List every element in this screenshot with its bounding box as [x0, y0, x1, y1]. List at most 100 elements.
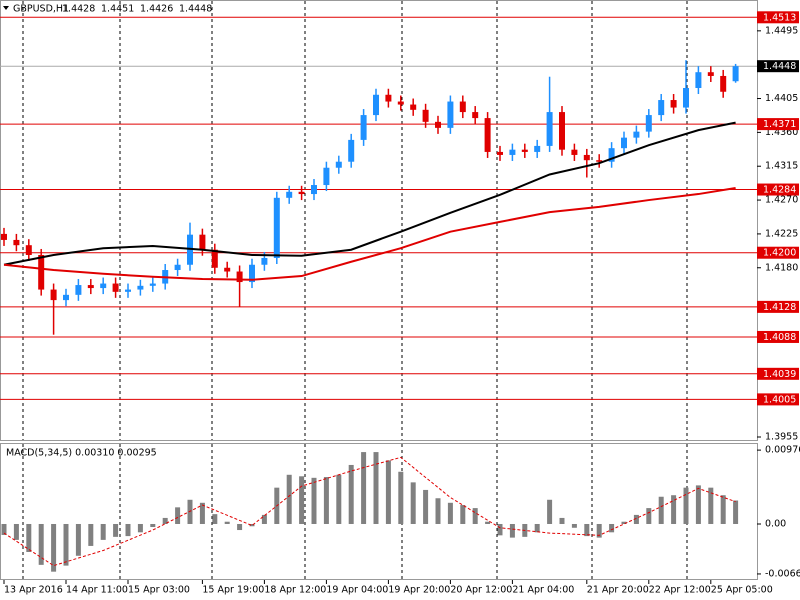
candle-body	[621, 137, 627, 149]
candle-body	[149, 283, 156, 286]
macd-bar	[683, 487, 689, 524]
candle-body	[385, 94, 392, 102]
macd-bar	[373, 452, 379, 524]
candle-body	[125, 289, 131, 292]
candle-body	[335, 161, 342, 168]
candle-body	[497, 151, 503, 155]
candle-body	[596, 160, 603, 162]
macd-bar	[224, 521, 230, 524]
candle-body	[360, 115, 367, 140]
macd-bar	[720, 495, 726, 524]
candle-body	[13, 239, 20, 246]
candle-body	[447, 101, 454, 128]
y-tick-label: 1.4405	[765, 93, 798, 104]
candle-body	[658, 100, 665, 116]
level-label: 1.4284	[763, 185, 796, 196]
candle-body	[559, 112, 565, 150]
candle-body	[683, 88, 689, 108]
candle-body	[670, 100, 677, 108]
y-tick-label: 1.3955	[765, 431, 798, 442]
candle-body	[373, 94, 379, 116]
macd-bar	[100, 523, 106, 540]
macd-bar	[534, 523, 540, 533]
macd-bar	[609, 523, 615, 533]
candle-body	[534, 145, 541, 152]
level-label-box	[757, 11, 799, 24]
macd-bar	[212, 514, 218, 524]
macd-bar	[708, 487, 714, 524]
x-tick-label: 15 Apr 19:00	[202, 585, 264, 596]
header-value: 1.4448	[179, 4, 212, 15]
macd-bar	[38, 523, 44, 565]
macd-bar	[584, 523, 590, 537]
candle-body	[571, 149, 578, 155]
candle-body	[645, 115, 652, 132]
macd-bar	[75, 523, 81, 556]
candle-body	[410, 104, 417, 110]
level-label-box	[757, 118, 799, 131]
level-label: 1.4005	[763, 394, 796, 405]
macd-title: MACD(5,34,5) 0.00310 0.00295	[6, 448, 157, 459]
candle-body	[211, 249, 218, 268]
macd-bar	[125, 523, 131, 537]
candle-body	[298, 191, 305, 195]
candle-body	[422, 109, 429, 122]
candle-body	[87, 285, 94, 289]
macd-bar	[410, 482, 416, 524]
macd-bar	[237, 523, 243, 531]
level-label: 1.4371	[763, 119, 796, 130]
macd-bar	[261, 514, 267, 524]
x-tick-label: 20 Apr 12:00	[450, 585, 512, 596]
level-label-box	[757, 300, 799, 313]
macd-bar	[249, 523, 255, 527]
candle-body	[509, 149, 516, 155]
macd-bar	[695, 485, 701, 524]
macd-bar	[472, 508, 478, 524]
macd-bar	[435, 498, 441, 524]
macd-bar	[385, 460, 391, 524]
level-label: 1.4200	[763, 248, 796, 259]
y-tick-label: 1.4315	[765, 161, 798, 172]
candle-body	[63, 294, 69, 301]
y-tick-label: 0.00	[765, 518, 786, 529]
menu-arrow[interactable]	[3, 6, 9, 10]
candle-body	[236, 271, 243, 283]
candle-body	[1, 233, 7, 240]
macd-panel-frame	[0, 443, 758, 580]
candle-body	[174, 264, 181, 271]
macd-bar	[113, 523, 119, 537]
candle-body	[521, 149, 528, 152]
x-tick-label: 14 Apr 11:00	[66, 585, 128, 596]
candle-body	[707, 72, 714, 76]
candle-body	[608, 148, 615, 162]
macd-bar	[162, 517, 168, 524]
candle-body	[397, 101, 404, 105]
candle-body	[323, 167, 330, 186]
macd-bar	[63, 523, 69, 566]
level-label: 1.4088	[763, 332, 796, 343]
macd-bar	[447, 502, 453, 524]
x-tick-label: 19 Apr 20:00	[388, 585, 450, 596]
current-price-box	[757, 60, 799, 73]
current-price-label: 1.4448	[763, 61, 796, 72]
macd-bar	[596, 523, 602, 538]
candle-body	[472, 112, 479, 119]
macd-bar	[150, 523, 156, 528]
y-tick-label: 1.4225	[765, 228, 798, 239]
level-label-box	[757, 367, 799, 380]
candle-body	[633, 131, 640, 138]
candle-body	[199, 234, 206, 250]
level-label: 1.4513	[763, 12, 796, 23]
candle-body	[435, 121, 441, 128]
x-tick-label: 19 Apr 04:00	[326, 585, 388, 596]
macd-bar	[571, 523, 577, 528]
x-tick-label: 21 Apr 04:00	[512, 585, 574, 596]
level-label: 1.4039	[763, 369, 796, 380]
macd-bar	[733, 500, 739, 524]
macd-bar	[658, 496, 664, 524]
y-tick-label: 1.4180	[765, 262, 798, 273]
header-value: 1.4426	[140, 4, 173, 15]
x-tick-label: 15 Apr 03:00	[128, 585, 190, 596]
macd-bar	[51, 523, 57, 572]
